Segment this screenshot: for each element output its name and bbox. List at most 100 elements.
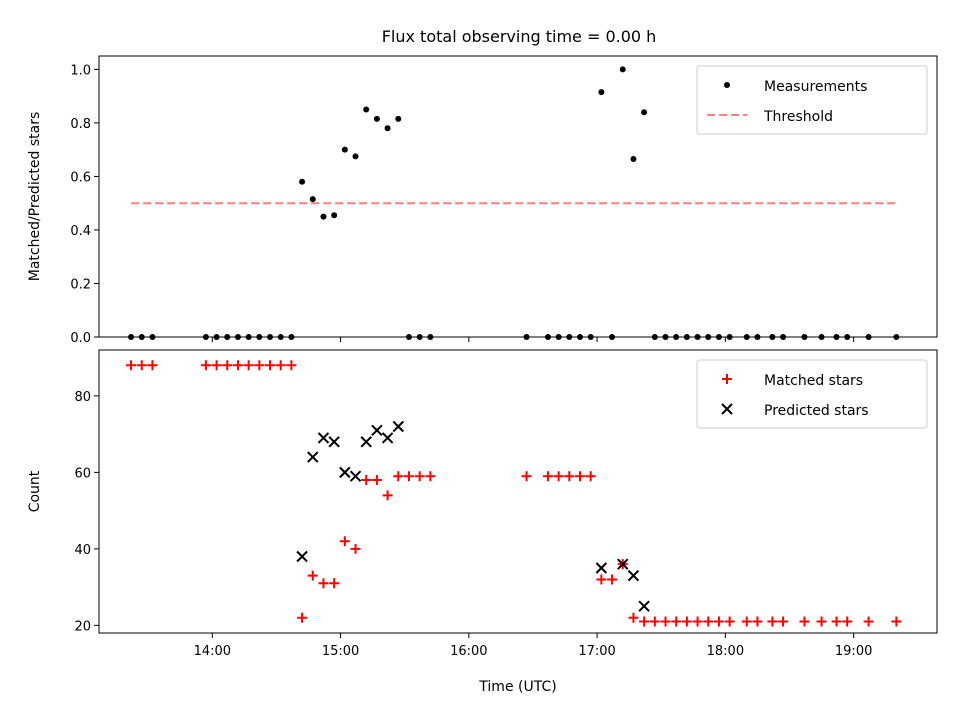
- measurement-point: [363, 106, 370, 113]
- measurement-point: [833, 334, 840, 340]
- bottom-series-0: [126, 360, 902, 627]
- legend-label: Threshold: [763, 109, 833, 125]
- legend-predicted-swatch: [721, 403, 733, 415]
- measurement-point: [893, 334, 900, 340]
- matched-star-point: [361, 475, 372, 486]
- matched-star-point: [521, 471, 532, 482]
- predicted-star-point: [339, 466, 351, 479]
- matched-star-point: [200, 360, 211, 371]
- measurement-point: [544, 334, 551, 340]
- bottom-xtick-label: 15:00: [322, 644, 359, 659]
- matched-star-point: [741, 616, 752, 627]
- measurement-point: [801, 334, 808, 340]
- measurement-point: [320, 213, 327, 220]
- matched-star-point: [681, 616, 692, 627]
- matched-star-point: [371, 475, 382, 486]
- matched-star-point: [126, 360, 137, 371]
- predicted-star-point: [627, 569, 640, 582]
- measurement-point: [256, 334, 263, 340]
- matched-star-point: [649, 616, 660, 627]
- measurement-point: [384, 125, 391, 132]
- bottom-ylabel: Count: [27, 470, 43, 512]
- predicted-star-point: [392, 420, 404, 433]
- bottom-panel: 20 40 60 80 14:00 15:00 16:00 17:00 18:00 19:00 Co…: [27, 349, 938, 695]
- matched-star-point: [329, 578, 340, 589]
- top-ytick-label: 1.0: [70, 63, 91, 78]
- measurement-point: [566, 334, 573, 340]
- measurement-point: [405, 334, 412, 340]
- measurement-point: [149, 334, 156, 340]
- measurement-point: [865, 334, 872, 340]
- matched-star-point: [211, 360, 222, 371]
- matched-star-point: [286, 360, 297, 371]
- matched-star-point: [265, 360, 276, 371]
- top-ylabel: Matched/Predicted stars: [27, 112, 43, 282]
- matched-star-point: [891, 616, 902, 627]
- measurement-point: [609, 334, 616, 340]
- bottom-xlabel: Time (UTC): [478, 679, 556, 695]
- matched-star-point: [713, 616, 724, 627]
- measurement-point: [576, 334, 583, 340]
- matched-star-point: [414, 471, 425, 482]
- predicted-star-point: [360, 436, 372, 448]
- legend-measurement-swatch: [724, 82, 730, 88]
- matched-star-point: [660, 616, 671, 627]
- matched-star-point: [275, 360, 286, 371]
- measurement-point: [224, 334, 231, 340]
- top-panel: 0.0 0.2 0.4 0.6 0.8 1.0 Matched/Predicted star…: [27, 55, 938, 346]
- top-ytick-label: 0.4: [70, 224, 91, 239]
- predicted-star-point: [371, 424, 383, 437]
- measurement-point: [234, 334, 241, 340]
- measurement-point: [277, 334, 284, 340]
- bottom-ytick-label: 40: [74, 543, 91, 558]
- matched-star-point: [692, 616, 703, 627]
- matched-star-point: [339, 536, 350, 547]
- measurement-point: [630, 156, 637, 163]
- legend-label: Measurements: [764, 79, 867, 95]
- bottom-ytick-label: 20: [74, 619, 91, 634]
- matched-star-point: [831, 616, 842, 627]
- matched-star-point: [297, 612, 308, 623]
- bottom-ytick-label: 80: [74, 390, 91, 405]
- measurement-point: [416, 334, 423, 340]
- measurement-point: [844, 334, 851, 340]
- measurement-point: [743, 334, 750, 340]
- measurement-point: [128, 334, 135, 340]
- measurement-point: [267, 334, 274, 340]
- matched-star-point: [243, 360, 254, 371]
- legend-label: Predicted stars: [764, 403, 869, 419]
- matched-star-point: [607, 574, 618, 585]
- bottom-xtick-label: 19:00: [835, 644, 872, 659]
- matched-star-point: [232, 360, 243, 371]
- matched-star-point: [222, 360, 233, 371]
- matched-star-point: [816, 616, 827, 627]
- measurement-point: [662, 334, 669, 340]
- bottom-xtick-label: 18:00: [707, 644, 744, 659]
- top-series-0: [128, 66, 900, 340]
- predicted-star-point: [617, 558, 629, 570]
- matched-star-point: [671, 616, 682, 627]
- matched-star-point: [425, 471, 436, 482]
- legend-matched-swatch: [722, 374, 732, 384]
- bottom-series-1: [296, 420, 650, 612]
- measurement-point: [138, 334, 145, 340]
- measurement-point: [213, 334, 220, 340]
- matched-star-point: [254, 360, 265, 371]
- measurement-point: [299, 178, 306, 185]
- matched-star-point: [752, 616, 763, 627]
- measurement-point: [373, 115, 380, 122]
- matched-star-point: [542, 471, 553, 482]
- predicted-star-point: [638, 600, 650, 612]
- matched-star-point: [639, 616, 650, 627]
- matched-star-point: [318, 578, 329, 589]
- matched-star-point: [863, 616, 874, 627]
- measurement-point: [715, 334, 722, 340]
- measurement-point: [288, 334, 295, 340]
- measurement-point: [780, 334, 787, 340]
- measurement-point: [523, 334, 530, 340]
- top-ytick-label: 0.6: [70, 170, 91, 185]
- measurement-point: [202, 334, 209, 340]
- matched-star-point: [842, 616, 853, 627]
- matched-star-point: [628, 612, 639, 623]
